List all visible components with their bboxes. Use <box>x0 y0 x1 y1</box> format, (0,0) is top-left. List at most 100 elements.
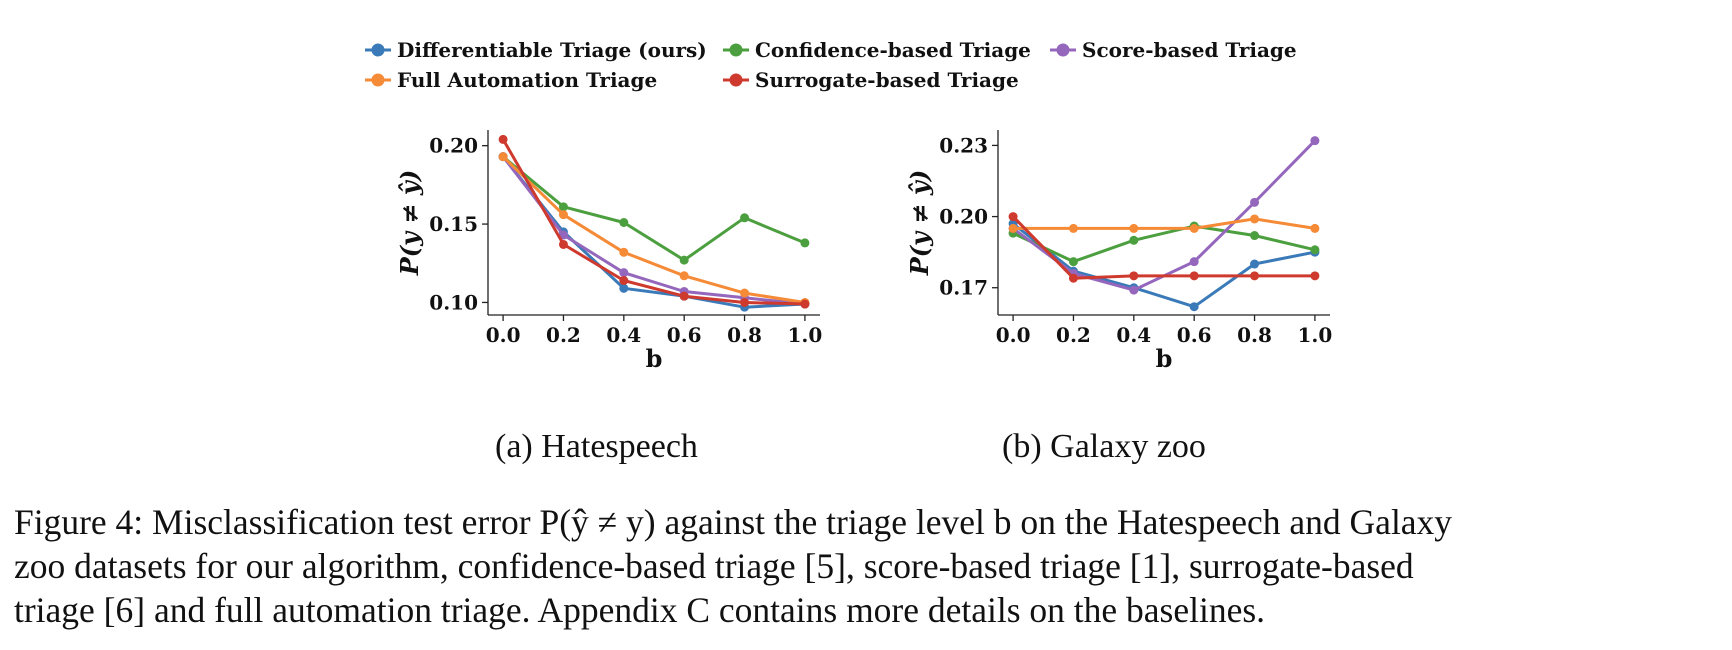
data-point <box>1189 223 1199 233</box>
data-point <box>558 239 568 249</box>
legend-label: Confidence-based Triage <box>755 38 1031 62</box>
series-line <box>1011 224 1317 264</box>
figure-caption: Figure 4: Misclassification test error P… <box>14 500 1724 632</box>
series-score-based-triage <box>1008 136 1320 295</box>
y-tick-label: 0.15 <box>429 212 478 236</box>
legend-item-differentiable-triage-ours: Differentiable Triage (ours) <box>365 34 707 66</box>
legend-item-score-based-triage: Score-based Triage <box>1050 34 1297 66</box>
data-point <box>740 297 750 307</box>
series-line <box>1011 222 1317 309</box>
y-tick-label: 0.17 <box>939 276 988 300</box>
x-axis-label: b <box>646 344 663 373</box>
series-line <box>501 137 807 306</box>
data-point <box>498 152 508 162</box>
data-point <box>1310 271 1320 281</box>
x-tick-label: 0.6 <box>667 323 702 347</box>
legend-item-surrogate-based-triage: Surrogate-based Triage <box>723 64 1019 96</box>
legend-label: Surrogate-based Triage <box>755 68 1019 92</box>
x-tick-label: 0.4 <box>606 323 641 347</box>
series-full-automation-triage <box>1008 214 1320 233</box>
legend-label: Score-based Triage <box>1082 38 1297 62</box>
legend-item-confidence-based-triage: Confidence-based Triage <box>723 34 1031 66</box>
data-point <box>1068 257 1078 267</box>
data-point <box>1189 257 1199 267</box>
data-point <box>740 288 750 298</box>
data-point <box>679 271 689 281</box>
data-point <box>679 255 689 265</box>
legend-marker-icon <box>365 43 391 57</box>
x-tick-label: 1.0 <box>788 323 823 347</box>
series-surrogate-based-triage <box>498 134 810 309</box>
legend-marker-icon <box>1050 43 1076 57</box>
series-line <box>501 155 807 304</box>
data-point <box>558 202 568 212</box>
subcaption-hatespeech: (a) Hatespeech <box>495 428 698 465</box>
series-line <box>1011 139 1317 292</box>
legend-marker-icon <box>365 73 391 87</box>
data-point <box>558 210 568 220</box>
caption-line-2: zoo datasets for our algorithm, confiden… <box>14 546 1414 586</box>
data-point <box>679 291 689 301</box>
subcaption-galaxy-zoo: (b) Galaxy zoo <box>1002 428 1206 465</box>
legend-marker-icon <box>723 43 749 57</box>
data-point <box>800 238 810 248</box>
x-axis-label: b <box>1156 344 1173 373</box>
data-point <box>740 213 750 223</box>
data-point <box>498 134 508 144</box>
data-point <box>619 268 629 278</box>
data-point <box>800 299 810 309</box>
series-line <box>501 155 807 309</box>
data-point <box>1250 271 1260 281</box>
series-score-based-triage <box>498 152 810 309</box>
legend: Differentiable Triage (ours) Confidence-b… <box>365 34 1415 104</box>
x-tick-label: 0.2 <box>1056 323 1091 347</box>
legend-item-full-automation-triage: Full Automation Triage <box>365 64 657 96</box>
data-point <box>1008 212 1018 222</box>
data-point <box>1129 223 1139 233</box>
data-point <box>1250 214 1260 224</box>
data-point <box>1310 245 1320 255</box>
data-point <box>1129 271 1139 281</box>
data-point <box>1250 259 1260 269</box>
x-tick-label: 0.8 <box>727 323 762 347</box>
data-point <box>1129 235 1139 245</box>
series-line <box>501 155 807 306</box>
y-tick-label: 0.20 <box>939 205 988 229</box>
data-point <box>619 247 629 257</box>
data-point <box>619 276 629 286</box>
data-point <box>619 283 629 293</box>
data-point <box>1250 197 1260 207</box>
data-point <box>1068 223 1078 233</box>
data-point <box>558 230 568 240</box>
series-line <box>1011 215 1317 280</box>
data-point <box>1008 223 1018 233</box>
x-tick-label: 0.8 <box>1237 323 1272 347</box>
y-axis-label: P(y ≠ ŷ) <box>905 170 934 276</box>
x-tick-label: 0.4 <box>1116 323 1151 347</box>
series-full-automation-triage <box>498 152 810 307</box>
caption-line-3: triage [6] and full automation triage. A… <box>14 590 1266 630</box>
series-surrogate-based-triage <box>1008 212 1320 283</box>
x-tick-label: 0.0 <box>996 323 1031 347</box>
y-tick-label: 0.20 <box>429 134 478 158</box>
x-tick-label: 0.6 <box>1177 323 1212 347</box>
legend-marker-icon <box>723 73 749 87</box>
chart-galaxy-zoo: 0.17 0.20 0.23 0.0 0.2 0.4 0.6 0.8 1.0 b P(y ≠ ŷ) <box>905 130 1333 373</box>
series-line <box>1011 217 1317 230</box>
caption-line-1: Figure 4: Misclassification test error P… <box>14 502 1453 542</box>
legend-label: Differentiable Triage (ours) <box>397 38 707 62</box>
data-point <box>1189 271 1199 281</box>
y-axis-label: P(y ≠ ŷ) <box>395 170 424 276</box>
series-line <box>501 155 807 262</box>
x-tick-label: 0.2 <box>546 323 581 347</box>
data-point <box>1068 273 1078 283</box>
x-tick-label: 0.0 <box>486 323 521 347</box>
x-tick-label: 1.0 <box>1298 323 1333 347</box>
y-tick-label: 0.10 <box>429 290 478 314</box>
data-point <box>1129 285 1139 295</box>
chart-hatespeech: 0.10 0.15 0.20 0.0 0.2 0.4 0.6 0.8 1.0 b P(y ≠ ŷ) <box>395 130 823 373</box>
data-point <box>1189 302 1199 312</box>
legend-label: Full Automation Triage <box>397 68 658 92</box>
data-point <box>1310 223 1320 233</box>
data-point <box>1250 231 1260 241</box>
